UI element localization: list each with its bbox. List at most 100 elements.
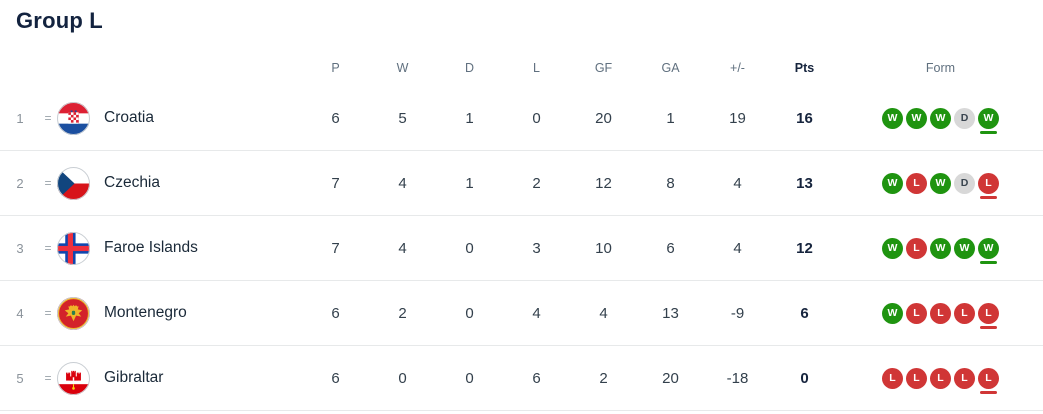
form-badge-d[interactable]: D [954,107,975,129]
form-badge-l[interactable]: L [906,367,927,389]
form-badge-w[interactable]: W [906,107,927,129]
form-badge-w-latest[interactable]: W [978,107,999,134]
stat-losses: 3 [532,239,541,257]
form-badge-w[interactable]: W [930,237,951,259]
stat-goal-difference: 4 [733,239,742,257]
form-badge-l[interactable]: L [954,302,975,324]
position-number: 5 [16,370,24,386]
stat-points: 0 [800,369,809,387]
stat-goals-against: 20 [662,369,679,387]
form-badge-l-latest[interactable]: L [978,302,999,329]
stat-goal-difference: 4 [733,174,742,192]
form-badge-l[interactable]: L [954,367,975,389]
form-badge-w[interactable]: W [882,302,903,324]
team-name[interactable]: Croatia [104,109,154,126]
rank-same-icon: = [44,371,52,385]
stat-draws: 0 [465,239,474,257]
stat-losses: 4 [532,304,541,322]
czechia-flag-icon [56,166,90,200]
table-header-row: P W D L GF GA +/- Pts Form [0,50,1043,86]
stat-goal-difference: -9 [730,304,745,322]
header-points: Pts [794,61,815,75]
stat-played: 7 [331,239,340,257]
stat-losses: 6 [532,369,541,387]
stat-goals-for: 10 [595,239,612,257]
form-badge-l[interactable]: L [906,237,927,259]
stat-wins: 5 [398,109,407,127]
header-draws: D [464,61,475,75]
form-badge-d[interactable]: D [954,172,975,194]
form-badge-w[interactable]: W [882,172,903,194]
header-goals-against: GA [661,61,680,75]
rank-same-icon: = [44,111,52,125]
stat-losses: 0 [532,109,541,127]
stat-draws: 1 [465,174,474,192]
stat-points: 12 [796,239,813,257]
stat-points: 13 [796,174,813,192]
header-played: P [331,61,340,75]
team-name[interactable]: Czechia [104,174,160,191]
stat-goal-difference: -18 [726,369,749,387]
stat-goals-against: 1 [666,109,675,127]
stat-draws: 0 [465,304,474,322]
header-losses: L [533,61,540,75]
form-badge-w[interactable]: W [882,107,903,129]
position-number: 1 [16,110,24,126]
faroe-islands-flag-icon [56,231,90,265]
stat-goals-for: 4 [599,304,608,322]
form-badge-l-latest[interactable]: L [978,367,999,394]
form-badge-l[interactable]: L [930,367,951,389]
gibraltar-flag-icon [56,361,90,395]
standings-table: P W D L GF GA +/- Pts Form 1 = Croatia 6… [0,50,1043,411]
stat-points: 16 [796,109,813,127]
position-number: 2 [16,175,24,191]
form-badge-l[interactable]: L [930,302,951,324]
header-wins: W [396,61,409,75]
stat-played: 7 [331,174,340,192]
stat-points: 6 [800,304,809,322]
stat-goals-against: 8 [666,174,675,192]
stat-played: 6 [331,369,340,387]
croatia-flag-icon [56,101,90,135]
stat-losses: 2 [532,174,541,192]
form-badge-w-latest[interactable]: W [978,237,999,264]
form-badge-w[interactable]: W [930,172,951,194]
rank-same-icon: = [44,241,52,255]
form-badge-l[interactable]: L [882,367,903,389]
stat-draws: 1 [465,109,474,127]
stat-played: 6 [331,304,340,322]
team-name[interactable]: Montenegro [104,304,187,321]
stat-goal-difference: 19 [729,109,746,127]
stat-draws: 0 [465,369,474,387]
form-badge-l[interactable]: L [906,172,927,194]
header-goals-for: GF [594,61,613,75]
team-name[interactable]: Faroe Islands [104,239,198,256]
stat-played: 6 [331,109,340,127]
stat-goals-for: 2 [599,369,608,387]
form-badge-w[interactable]: W [930,107,951,129]
stat-wins: 4 [398,174,407,192]
form-badge-l[interactable]: L [906,302,927,324]
header-form: Form [925,61,956,75]
form-badge-w[interactable]: W [954,237,975,259]
stat-goals-against: 13 [662,304,679,322]
rank-same-icon: = [44,176,52,190]
stat-wins: 4 [398,239,407,257]
stat-goals-for: 12 [595,174,612,192]
form-badge-l-latest[interactable]: L [978,172,999,199]
form-badge-w[interactable]: W [882,237,903,259]
stat-wins: 2 [398,304,407,322]
team-name[interactable]: Gibraltar [104,369,164,386]
header-goal-difference: +/- [730,61,745,75]
